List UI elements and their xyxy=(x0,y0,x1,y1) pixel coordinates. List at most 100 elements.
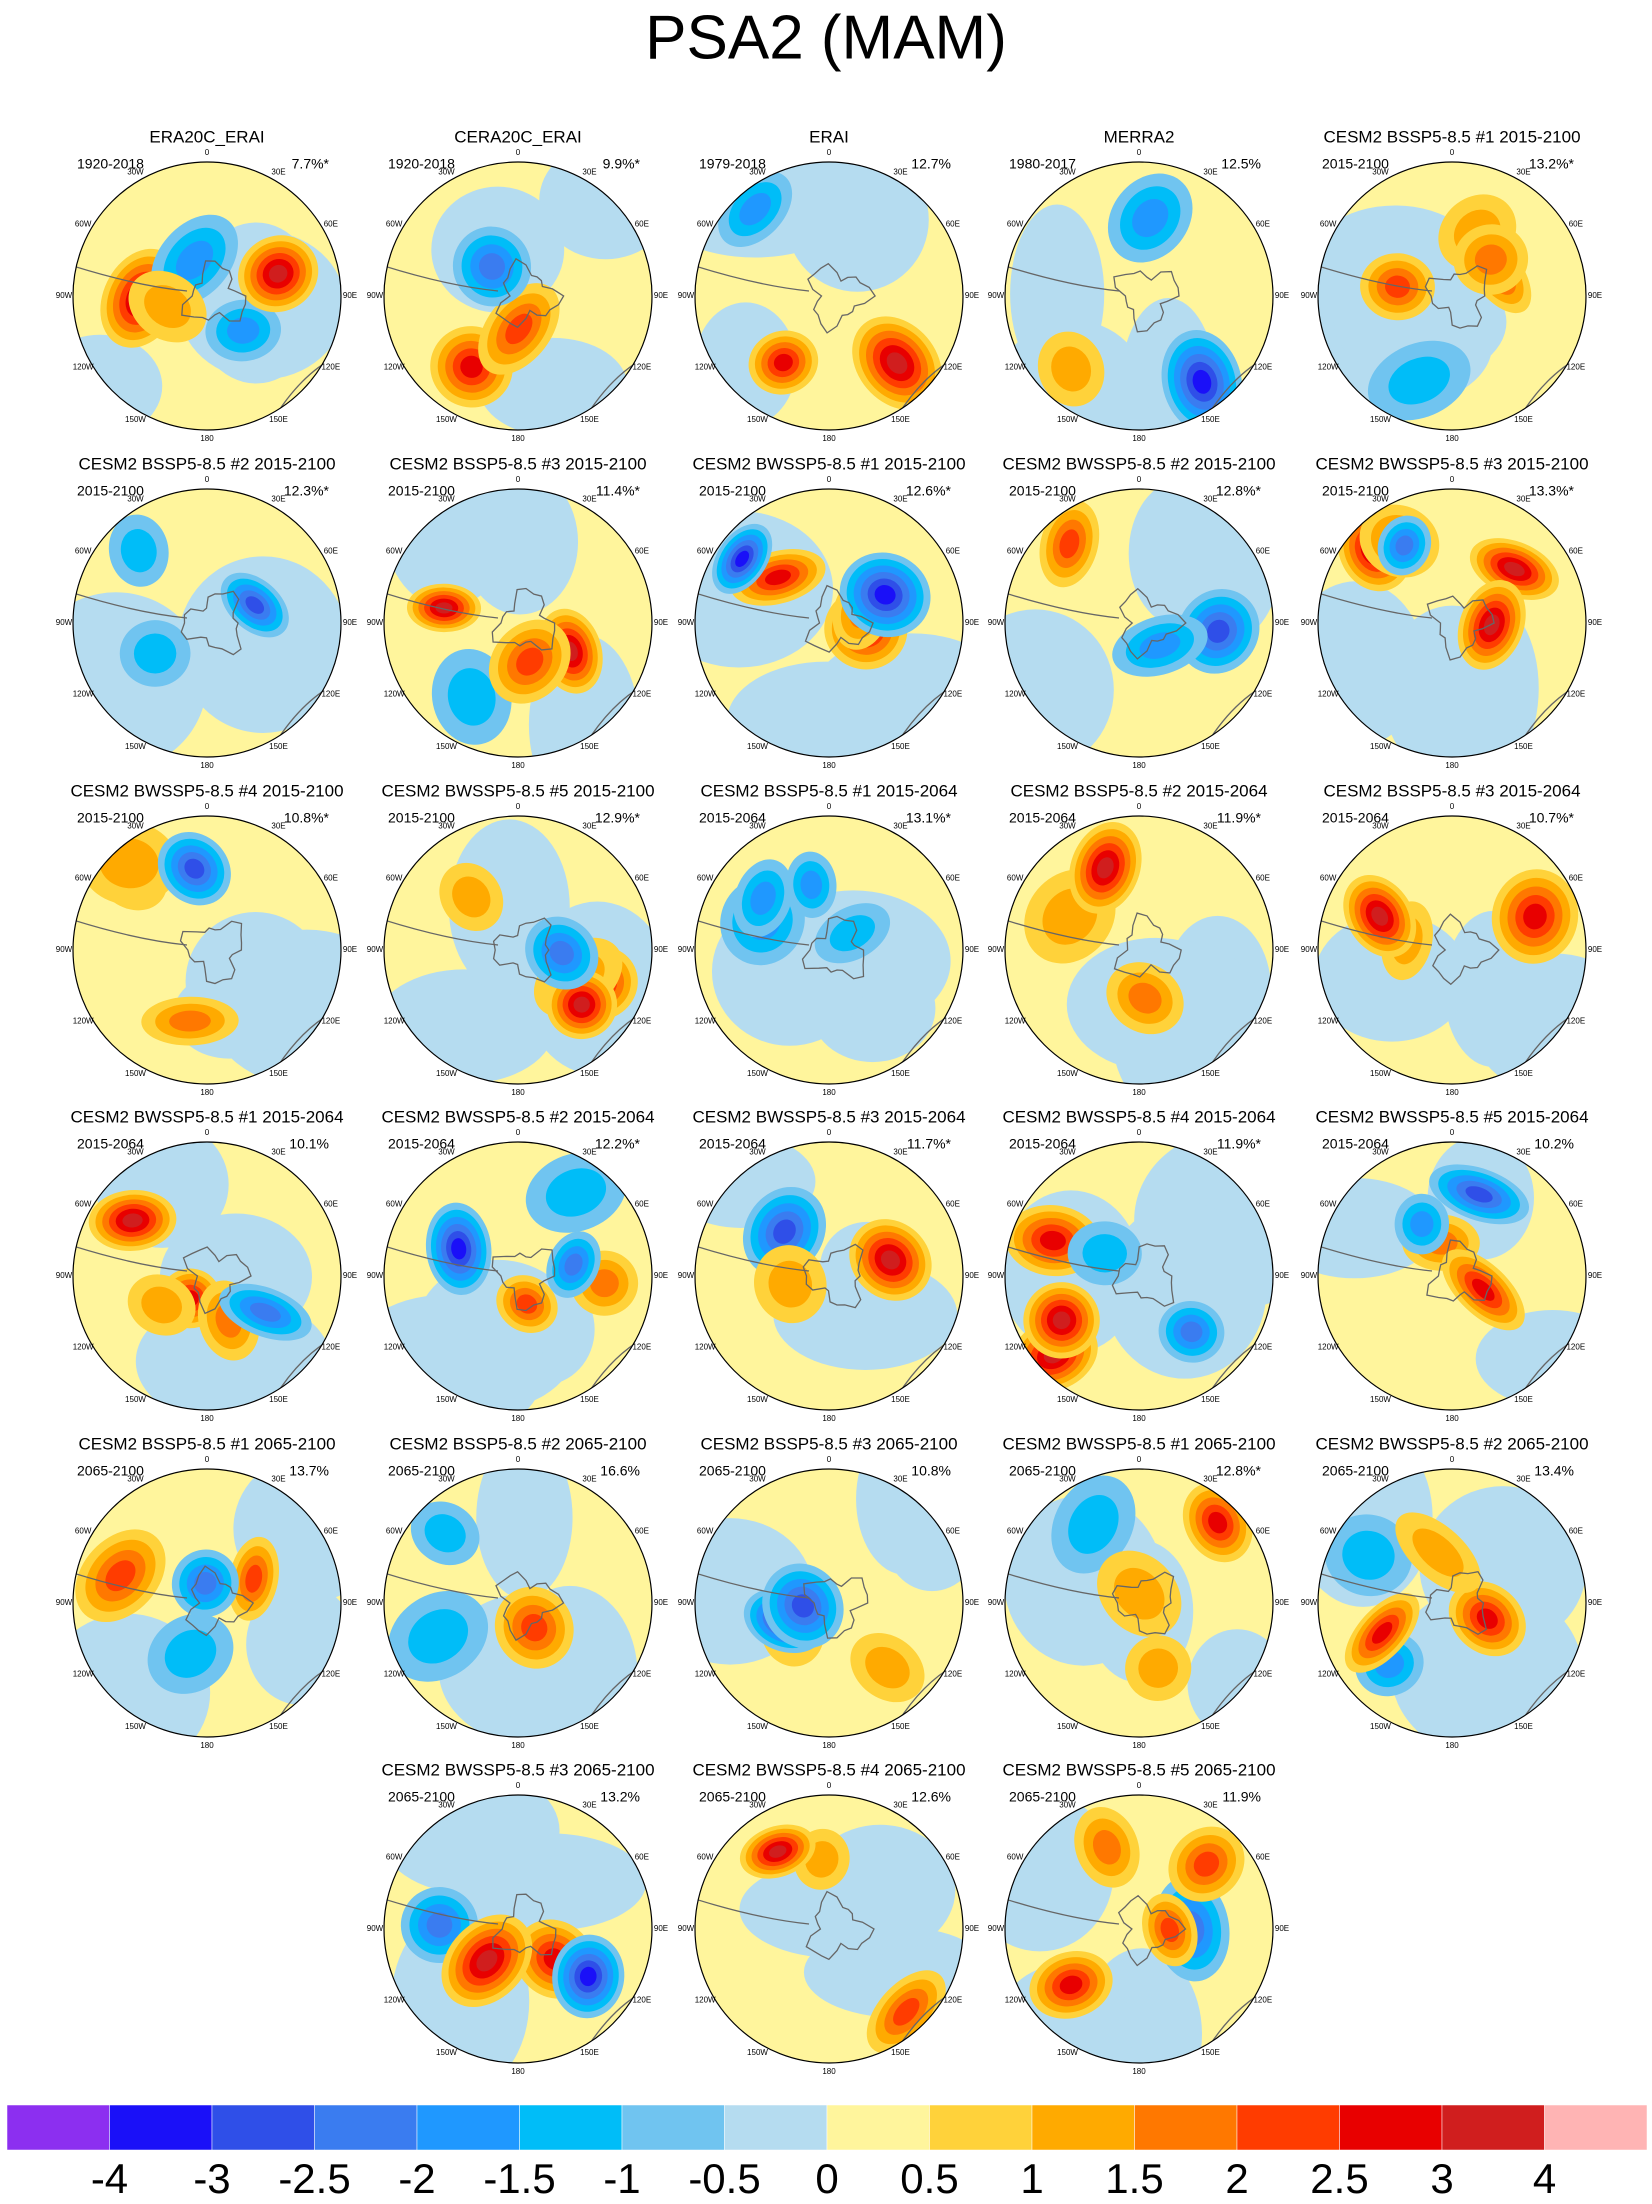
panel-title: CESM2 BWSSP5-8.5 #3 2065-2100 xyxy=(381,1760,654,1779)
longitude-label: 0 xyxy=(516,1781,521,1790)
longitude-label: 150W xyxy=(1057,1395,1078,1404)
coastline xyxy=(491,1248,556,1312)
map-panel: CESM2 BWSSP5-8.5 #1 2065-2100 2065-2100 12… xyxy=(988,1434,1289,1750)
longitude-label: 180 xyxy=(1132,761,1146,770)
field-contour xyxy=(750,881,776,915)
longitude-label: 30W xyxy=(127,494,144,503)
panel-variance: 10.2% xyxy=(1534,1136,1574,1152)
map-panel: CESM2 BWSSP5-8.5 #5 2015-2100 2015-2100 12… xyxy=(367,781,668,1097)
field-contour xyxy=(773,1219,796,1244)
field-region xyxy=(73,592,207,757)
map-border xyxy=(383,1141,653,1411)
longitude-label: 120W xyxy=(73,1670,94,1679)
map-border xyxy=(1004,1468,1274,1738)
map-panel: CESM2 BWSSP5-8.5 #1 2015-2064 2015-2064 10… xyxy=(56,1107,357,1423)
longitude-label: 180 xyxy=(200,434,214,443)
coastline xyxy=(1111,1571,1175,1635)
panel-variance: 10.8% xyxy=(911,1463,951,1479)
longitude-label: 150W xyxy=(747,1069,768,1078)
panel-variance: 12.6% xyxy=(911,1789,951,1805)
field-contour xyxy=(505,313,533,345)
longitude-label: 60W xyxy=(1320,874,1337,883)
longitude-label: 90E xyxy=(1588,1598,1602,1607)
panel-period: 2015-2064 xyxy=(1009,1136,1076,1152)
longitude-label: 0 xyxy=(1450,802,1455,811)
field-contour xyxy=(564,1253,583,1276)
panel-period: 2065-2100 xyxy=(699,1463,766,1479)
longitude-label: 0 xyxy=(205,1128,210,1137)
map-panel: CESM2 BWSSP5-8.5 #4 2065-2100 2065-2100 12… xyxy=(678,1760,979,2076)
map-border xyxy=(694,488,964,758)
longitude-label: 30W xyxy=(438,167,455,176)
map-border xyxy=(694,1468,964,1738)
panel-title: CESM2 BWSSP5-8.5 #5 2065-2100 xyxy=(1002,1760,1275,1779)
panel-period: 2015-2064 xyxy=(1322,1136,1389,1152)
field-contour xyxy=(1113,1567,1165,1620)
field-contour xyxy=(516,1294,538,1314)
panel-title: CESM2 BWSSP5-8.5 #5 2015-2100 xyxy=(381,781,654,800)
longitude-label: 90E xyxy=(965,291,979,300)
field-contour xyxy=(227,317,260,344)
map-field xyxy=(1318,1142,1586,1410)
longitude-label: 180 xyxy=(200,1414,214,1423)
colorbar-box xyxy=(1236,2104,1340,2151)
field-region xyxy=(1471,953,1586,1084)
field-contour xyxy=(545,1168,607,1217)
panel-variance: 12.3%* xyxy=(284,483,330,499)
longitude-label: 150E xyxy=(891,1395,910,1404)
longitude-label: 150E xyxy=(891,1069,910,1078)
longitude-label: 0 xyxy=(516,802,521,811)
map-panel: CESM2 BWSSP5-8.5 #1 2015-2100 2015-2100 12… xyxy=(678,454,979,770)
field-region xyxy=(884,1487,963,1592)
longitude-label: 60E xyxy=(946,1853,960,1862)
coastline xyxy=(492,917,552,983)
longitude-label: 60W xyxy=(1007,1200,1024,1209)
longitude-label: 60W xyxy=(697,547,714,556)
panel-period: 2015-2064 xyxy=(1009,810,1076,826)
longitude-label: 180 xyxy=(1132,2067,1146,2076)
field-region xyxy=(1128,489,1236,628)
map-border xyxy=(694,815,964,1085)
longitude-label: 0 xyxy=(205,802,210,811)
longitude-label: 150E xyxy=(1514,1069,1533,1078)
longitude-label: 0 xyxy=(1137,148,1142,157)
coastline xyxy=(182,1246,252,1315)
map-border xyxy=(1004,488,1274,758)
longitude-label: 30W xyxy=(1372,821,1389,830)
longitude-label: 90W xyxy=(988,1924,1005,1933)
coastline xyxy=(73,919,188,946)
field-contour xyxy=(1504,561,1525,577)
panel-variance: 12.8%* xyxy=(1216,1463,1262,1479)
longitude-label: 90W xyxy=(367,1598,384,1607)
map-panel: CESM2 BSSP5-8.5 #2 2065-2100 2065-2100 16.… xyxy=(367,1434,668,1750)
coastline xyxy=(384,1245,499,1272)
longitude-label: 120E xyxy=(943,1343,962,1352)
map-field xyxy=(695,162,963,430)
field-contour xyxy=(739,192,771,226)
panel-title: CESM2 BSSP5-8.5 #3 2015-2100 xyxy=(389,454,646,473)
map-field xyxy=(1005,489,1273,757)
longitude-label: 60E xyxy=(635,220,649,229)
map-field xyxy=(73,1469,341,1737)
longitude-label: 150W xyxy=(125,415,146,424)
field-contour xyxy=(451,1238,467,1260)
field-contour xyxy=(1410,1211,1434,1238)
field-contour xyxy=(1192,369,1212,394)
longitude-label: 0 xyxy=(1450,1128,1455,1137)
longitude-label: 150E xyxy=(1514,1395,1533,1404)
panel-title: CESM2 BWSSP5-8.5 #5 2015-2064 xyxy=(1315,1107,1588,1126)
colorbar-label: 0.5 xyxy=(900,2155,958,2202)
longitude-label: 180 xyxy=(511,761,525,770)
longitude-label: 30E xyxy=(271,821,285,830)
longitude-label: 30E xyxy=(271,167,285,176)
panel-variance: 12.8%* xyxy=(1216,483,1262,499)
coastline xyxy=(1426,595,1495,661)
longitude-label: 150W xyxy=(436,1069,457,1078)
field-region xyxy=(1103,1202,1267,1379)
longitude-label: 120W xyxy=(1005,363,1026,372)
panel-period: 2015-2064 xyxy=(699,810,766,826)
map-panel: CESM2 BWSSP5-8.5 #2 2015-2064 2015-2064 12… xyxy=(367,1107,668,1423)
map-border xyxy=(383,161,653,431)
longitude-label: 90W xyxy=(56,945,73,954)
panel-variance: 13.2%* xyxy=(1529,156,1575,172)
